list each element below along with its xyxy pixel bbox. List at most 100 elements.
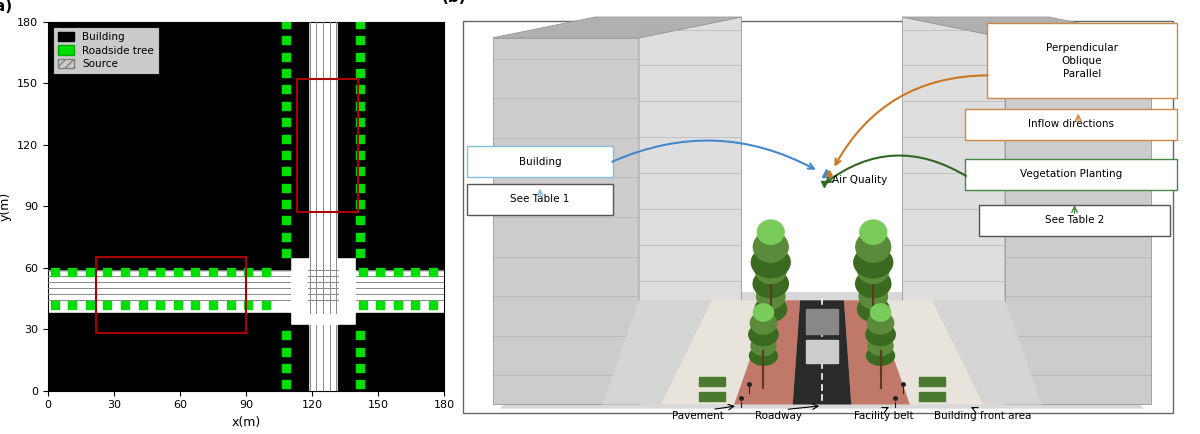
Point — [350, 86, 370, 93]
Point — [221, 301, 240, 308]
Bar — [356, 22, 444, 257]
Ellipse shape — [754, 329, 774, 345]
Point — [98, 301, 118, 308]
Bar — [48, 313, 290, 325]
Point — [151, 268, 170, 275]
Polygon shape — [844, 300, 910, 404]
FancyBboxPatch shape — [467, 184, 613, 215]
Polygon shape — [902, 17, 1006, 404]
Ellipse shape — [868, 335, 894, 356]
Point — [276, 53, 295, 60]
Point — [46, 268, 65, 275]
Point — [350, 381, 370, 388]
Ellipse shape — [752, 231, 788, 263]
Ellipse shape — [748, 323, 779, 346]
Point — [98, 268, 118, 275]
Point — [350, 53, 370, 60]
Point — [46, 301, 65, 308]
Y-axis label: y(m): y(m) — [0, 191, 12, 221]
Bar — [290, 22, 307, 257]
Ellipse shape — [853, 247, 893, 279]
FancyBboxPatch shape — [979, 204, 1170, 236]
Text: Inflow directions: Inflow directions — [1028, 119, 1114, 129]
Point — [371, 301, 390, 308]
Ellipse shape — [758, 244, 784, 268]
Text: 90°: 90° — [106, 142, 125, 152]
Point — [168, 301, 187, 308]
Point — [350, 250, 370, 257]
Point — [115, 301, 134, 308]
Bar — [356, 313, 444, 325]
Bar — [356, 257, 444, 270]
Polygon shape — [874, 300, 983, 404]
Polygon shape — [1006, 38, 1152, 404]
Polygon shape — [734, 300, 800, 404]
Polygon shape — [640, 17, 742, 404]
Text: Air Quality: Air Quality — [832, 175, 887, 185]
Point — [406, 301, 425, 308]
Point — [276, 201, 295, 207]
Bar — [919, 377, 944, 386]
Ellipse shape — [749, 345, 778, 366]
Point — [350, 217, 370, 224]
Ellipse shape — [750, 335, 776, 356]
Point — [204, 268, 223, 275]
Text: See Table 2: See Table 2 — [1045, 215, 1104, 225]
Point — [276, 365, 295, 372]
Point — [276, 233, 295, 240]
Point — [276, 168, 295, 175]
Point — [276, 37, 295, 44]
Text: Facility belt: Facility belt — [854, 411, 914, 421]
Ellipse shape — [751, 247, 791, 279]
Point — [350, 69, 370, 76]
Ellipse shape — [752, 303, 774, 322]
Point — [276, 184, 295, 191]
Point — [186, 301, 205, 308]
Bar — [806, 340, 838, 363]
Point — [350, 37, 370, 44]
Point — [350, 118, 370, 125]
Ellipse shape — [755, 255, 787, 284]
Bar — [48, 257, 290, 270]
Point — [389, 268, 408, 275]
Point — [115, 268, 134, 275]
Point — [350, 184, 370, 191]
Text: Pavement: Pavement — [672, 411, 724, 421]
Point — [62, 268, 82, 275]
Bar — [338, 325, 356, 391]
Text: Vegetation Planting: Vegetation Planting — [1020, 169, 1122, 179]
Point — [350, 20, 370, 27]
Ellipse shape — [760, 274, 782, 295]
Polygon shape — [931, 300, 1042, 404]
Point — [239, 301, 258, 308]
Point — [257, 301, 276, 308]
Bar — [96, 257, 246, 333]
Text: (b): (b) — [442, 0, 466, 4]
Polygon shape — [793, 300, 851, 404]
Point — [276, 151, 295, 158]
Text: Building front area: Building front area — [935, 411, 1032, 421]
FancyBboxPatch shape — [986, 23, 1177, 98]
Bar — [356, 325, 444, 391]
Bar — [700, 377, 725, 386]
Ellipse shape — [870, 329, 890, 345]
Point — [80, 268, 100, 275]
Point — [350, 365, 370, 372]
Point — [276, 20, 295, 27]
Polygon shape — [493, 38, 640, 404]
Point — [424, 301, 443, 308]
Point — [276, 217, 295, 224]
Ellipse shape — [756, 283, 786, 309]
Point — [276, 102, 295, 109]
Point — [371, 268, 390, 275]
Point — [350, 151, 370, 158]
Bar — [290, 325, 307, 391]
Ellipse shape — [870, 303, 892, 322]
Point — [350, 135, 370, 142]
Ellipse shape — [862, 274, 884, 295]
Text: assessment area1: assessment area1 — [362, 100, 372, 189]
Point — [257, 268, 276, 275]
Polygon shape — [602, 300, 713, 404]
Point — [276, 69, 295, 76]
Point — [350, 332, 370, 339]
